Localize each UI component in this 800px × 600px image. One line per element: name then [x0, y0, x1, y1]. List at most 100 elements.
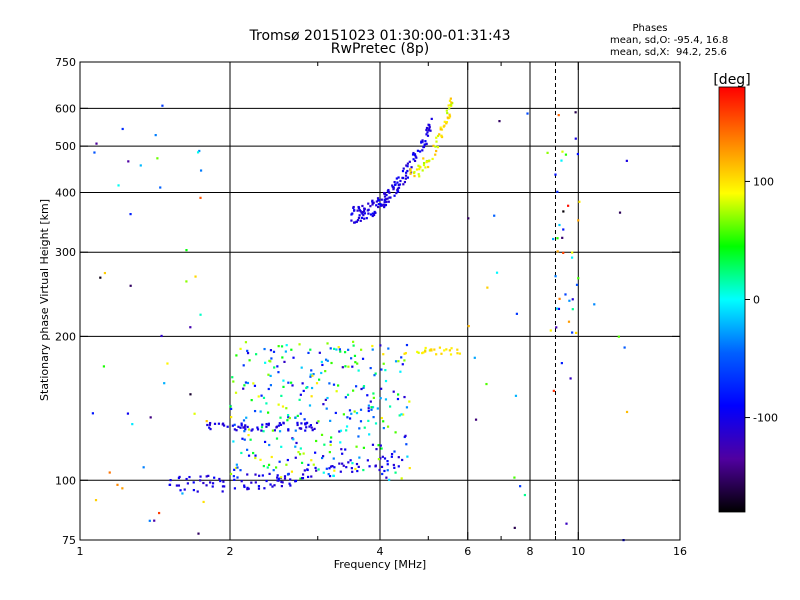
data-point: [241, 437, 244, 440]
data-point: [418, 150, 422, 153]
data-point: [294, 416, 297, 419]
data-point: [562, 228, 565, 231]
data-point: [369, 400, 372, 403]
data-point: [236, 466, 239, 469]
data-point: [235, 429, 238, 432]
data-point: [249, 438, 252, 441]
data-point: [307, 351, 310, 355]
data-point: [363, 207, 366, 211]
data-point: [445, 121, 449, 124]
data-point: [554, 275, 557, 278]
data-point: [435, 136, 438, 139]
data-point: [426, 131, 429, 134]
data-point: [235, 354, 238, 357]
data-point: [397, 176, 400, 179]
data-point: [355, 220, 358, 223]
data-point: [406, 162, 410, 165]
data-point: [298, 398, 301, 401]
data-point: [425, 161, 428, 164]
data-point: [310, 369, 313, 372]
data-point: [410, 166, 413, 169]
data-point: [242, 419, 246, 422]
data-point: [339, 441, 342, 444]
data-point: [308, 425, 311, 428]
data-point: [311, 429, 314, 432]
data-point: [276, 474, 279, 477]
data-point: [367, 409, 370, 413]
data-point: [163, 382, 166, 385]
data-point: [320, 456, 324, 460]
data-point: [369, 366, 372, 370]
data-point: [380, 387, 383, 390]
data-point: [546, 151, 549, 154]
data-point: [421, 140, 424, 143]
data-point: [380, 416, 384, 420]
data-point: [363, 217, 366, 220]
data-point: [367, 404, 370, 407]
data-point: [305, 386, 308, 390]
data-point: [576, 152, 579, 156]
data-point: [397, 360, 400, 363]
data-point: [381, 472, 384, 476]
data-point: [344, 448, 347, 451]
data-point: [266, 411, 270, 414]
data-point: [286, 414, 290, 417]
data-point: [408, 466, 411, 470]
data-point: [267, 422, 270, 425]
data-point: [365, 217, 368, 220]
data-point: [377, 203, 380, 206]
data-point: [406, 455, 409, 458]
data-point: [254, 473, 257, 476]
data-point: [294, 479, 298, 483]
data-point: [448, 107, 451, 110]
data-point: [562, 210, 565, 213]
data-point: [430, 349, 433, 352]
data-point: [320, 433, 324, 436]
data-point: [557, 307, 561, 311]
data-point: [448, 116, 451, 120]
data-point: [523, 493, 527, 497]
data-point: [281, 481, 284, 484]
data-point: [440, 352, 443, 355]
data-point: [347, 461, 350, 464]
data-point: [99, 276, 102, 279]
data-point: [331, 465, 334, 468]
data-point: [342, 464, 345, 467]
data-point: [350, 357, 353, 360]
data-point: [279, 416, 282, 419]
data-point: [404, 434, 407, 437]
data-point: [286, 419, 289, 422]
data-point: [387, 188, 390, 192]
data-point: [345, 429, 348, 432]
data-point: [232, 475, 235, 478]
data-point: [265, 422, 268, 426]
data-point: [360, 216, 364, 219]
data-point: [402, 183, 405, 186]
data-point: [377, 444, 380, 447]
data-point: [345, 466, 348, 469]
data-point: [384, 398, 388, 401]
data-point: [448, 113, 451, 116]
data-point: [211, 485, 214, 488]
data-point: [350, 219, 353, 222]
data-point: [375, 204, 378, 207]
data-point: [239, 347, 242, 350]
data-point: [272, 469, 275, 472]
data-point: [306, 421, 309, 424]
data-point: [265, 479, 268, 483]
data-point: [432, 144, 435, 147]
data-point: [233, 423, 236, 426]
colorbar-tick-label: -100: [753, 412, 778, 425]
data-point: [243, 484, 246, 487]
data-point: [369, 205, 372, 208]
data-point: [424, 166, 427, 169]
data-point: [427, 165, 430, 169]
data-point: [239, 469, 242, 472]
data-point: [353, 209, 356, 212]
data-point: [380, 204, 384, 207]
data-point: [252, 382, 255, 385]
data-point: [397, 456, 400, 459]
data-point: [384, 203, 388, 207]
data-point: [233, 468, 236, 471]
data-point: [323, 443, 326, 446]
